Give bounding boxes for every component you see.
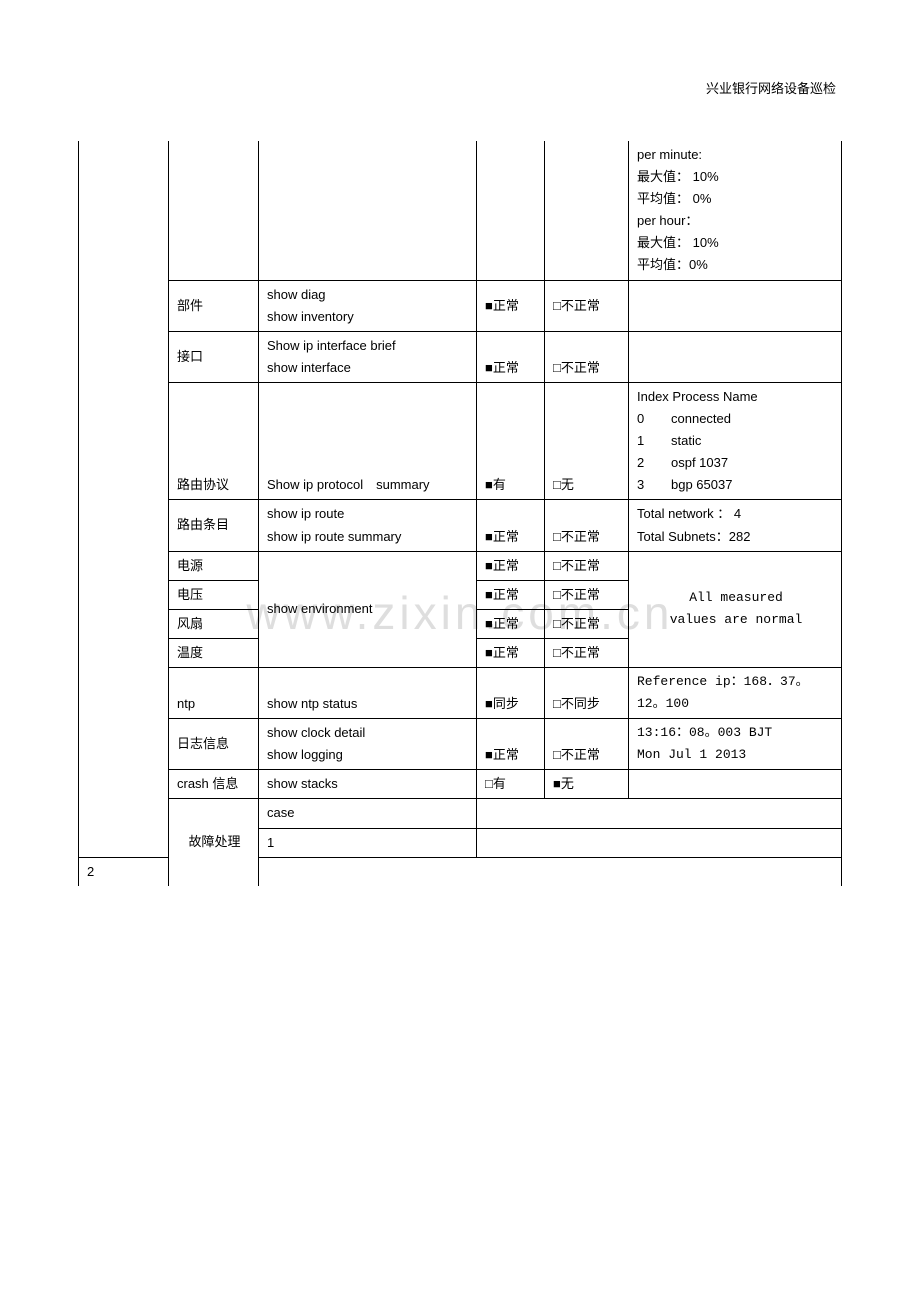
ntp-s2: □不同步 [545, 667, 629, 718]
item-fan: 风扇 [169, 609, 259, 638]
cmd-route: show ip route show ip route summary [259, 500, 477, 551]
cpu-note-l1: per minute: [637, 144, 835, 166]
fault-row-2: 2 [79, 857, 169, 886]
cmd-route-1: show ip route [267, 503, 470, 525]
cmd-iface-1: Show ip interface brief [267, 335, 470, 357]
fault-row-1: 1 [259, 828, 477, 857]
item-iface: 接口 [169, 331, 259, 382]
cmd-proto: Show ip protocol summary [259, 382, 477, 499]
item-volt: 电压 [169, 580, 259, 609]
category-fault: 故障处理 [169, 799, 259, 886]
cmd-log-2: show logging [267, 744, 470, 766]
iface-s1: ■正常 [477, 331, 545, 382]
fault-row-2-content [259, 857, 842, 886]
crash-note [629, 770, 842, 799]
cmd-crash: show stacks [259, 770, 477, 799]
cmd-env: show environment [259, 551, 477, 667]
item-crash: crash 信息 [169, 770, 259, 799]
document-page: 兴业银行网络设备巡检 www.zixin.com.cn per minute: … [0, 0, 920, 926]
cmd-cell-blank [259, 141, 477, 280]
cmd-ntp: show ntp status [259, 667, 477, 718]
cpu-note-l6: 平均值：0% [637, 254, 835, 276]
proto-note-head: Index Process Name [637, 386, 835, 408]
log-s2: □不正常 [545, 719, 629, 770]
cmd-log-1: show clock detail [267, 722, 470, 744]
item-parts: 部件 [169, 280, 259, 331]
env-note-1: All measured [637, 587, 835, 609]
item-temp: 温度 [169, 638, 259, 667]
temp-s2: □不正常 [545, 638, 629, 667]
ntp-note-2: 12。100 [637, 693, 835, 715]
ntp-s1: ■同步 [477, 667, 545, 718]
log-s1: ■正常 [477, 719, 545, 770]
cpu-note-l2: 最大值： 10% [637, 166, 835, 188]
page-header: 兴业银行网络设备巡检 [78, 78, 842, 97]
cmd-parts: show diag show inventory [259, 280, 477, 331]
fan-s1: ■正常 [477, 609, 545, 638]
fan-s2: □不正常 [545, 609, 629, 638]
power-s1: ■正常 [477, 551, 545, 580]
cmd-iface: Show ip interface brief show interface [259, 331, 477, 382]
category-cell-blank [79, 141, 169, 857]
parts-s2: □不正常 [545, 280, 629, 331]
proto-entry-0: 0connected [637, 408, 835, 430]
cpu-note-l4: per hour： [637, 210, 835, 232]
log-note: 13:16：08。003 BJT Mon Jul 1 2013 [629, 719, 842, 770]
parts-s1: ■正常 [477, 280, 545, 331]
ntp-note: Reference ip：168．37。 12。100 [629, 667, 842, 718]
parts-note [629, 280, 842, 331]
status2-blank [545, 141, 629, 280]
log-note-2: Mon Jul 1 2013 [637, 744, 835, 766]
env-note: All measured values are normal [629, 551, 842, 667]
proto-entry-3: 3bgp 65037 [637, 474, 835, 496]
item-route: 路由条目 [169, 500, 259, 551]
cmd-log: show clock detail show logging [259, 719, 477, 770]
item-proto: 路由协议 [169, 382, 259, 499]
fault-case-content [477, 799, 842, 828]
inspection-table: per minute: 最大值： 10% 平均值： 0% per hour： 最… [78, 141, 842, 886]
route-note-1: Total network ： 4 [637, 503, 835, 525]
fault-case: case [259, 799, 477, 828]
proto-s1: ■有 [477, 382, 545, 499]
ntp-note-1: Reference ip：168．37。 [637, 671, 835, 693]
env-note-2: values are normal [637, 609, 835, 631]
item-cell-blank [169, 141, 259, 280]
cmd-parts-2: show inventory [267, 306, 470, 328]
route-s1: ■正常 [477, 500, 545, 551]
route-s2: □不正常 [545, 500, 629, 551]
crash-s1: □有 [477, 770, 545, 799]
crash-s2: ■无 [545, 770, 629, 799]
power-s2: □不正常 [545, 551, 629, 580]
proto-note: Index Process Name 0connected 1static 2o… [629, 382, 842, 499]
item-power: 电源 [169, 551, 259, 580]
cpu-note: per minute: 最大值： 10% 平均值： 0% per hour： 最… [629, 141, 842, 280]
volt-s2: □不正常 [545, 580, 629, 609]
item-ntp: ntp [169, 667, 259, 718]
cmd-iface-2: show interface [267, 357, 470, 379]
cmd-parts-1: show diag [267, 284, 470, 306]
proto-entry-2: 2ospf 1037 [637, 452, 835, 474]
cpu-note-l3: 平均值： 0% [637, 188, 835, 210]
item-log: 日志信息 [169, 719, 259, 770]
log-note-1: 13:16：08。003 BJT [637, 722, 835, 744]
volt-s1: ■正常 [477, 580, 545, 609]
status1-blank [477, 141, 545, 280]
route-note-2: Total Subnets：282 [637, 526, 835, 548]
proto-s2: □无 [545, 382, 629, 499]
route-note: Total network ： 4 Total Subnets：282 [629, 500, 842, 551]
iface-note [629, 331, 842, 382]
cmd-route-2: show ip route summary [267, 526, 470, 548]
proto-entry-1: 1static [637, 430, 835, 452]
fault-row-1-content [477, 828, 842, 857]
temp-s1: ■正常 [477, 638, 545, 667]
cpu-note-l5: 最大值： 10% [637, 232, 835, 254]
iface-s2: □不正常 [545, 331, 629, 382]
